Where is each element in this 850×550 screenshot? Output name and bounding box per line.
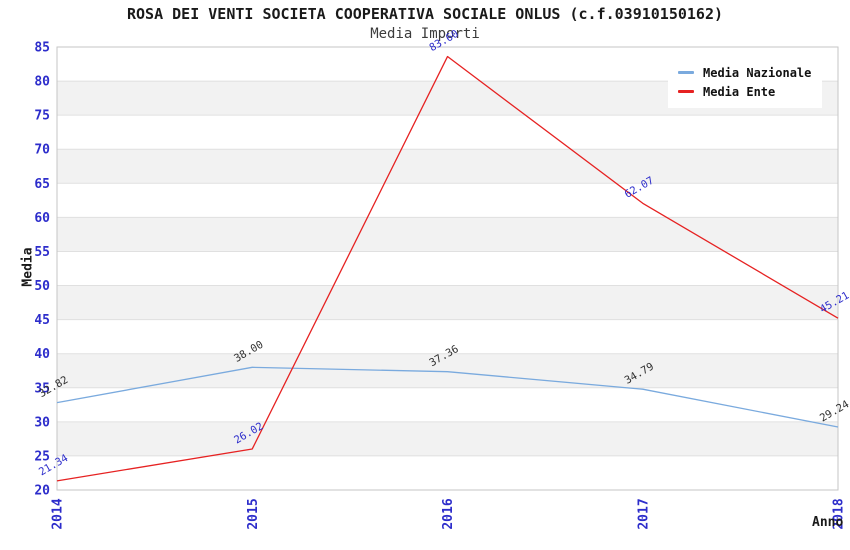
legend-item-media-ente: Media Ente <box>678 82 811 101</box>
data-label-media-ente: 83.60 <box>427 28 460 54</box>
series-line-media-nazionale <box>56 366 839 428</box>
y-tick-label: 65 <box>34 177 50 192</box>
y-tick-label: 20 <box>34 484 50 499</box>
x-tick-label: 2015 <box>246 498 261 529</box>
y-tick-label: 80 <box>34 75 50 90</box>
legend: Media Nazionale Media Ente <box>668 56 823 108</box>
x-tick-label: 2016 <box>441 498 456 529</box>
x-tick-label: 2018 <box>832 498 847 529</box>
plot-band <box>57 217 838 252</box>
x-tick-label: 2017 <box>636 498 651 529</box>
y-tick-label: 75 <box>34 109 50 124</box>
series-line-media-ente <box>56 55 839 482</box>
plot-band <box>57 285 838 320</box>
y-tick-label: 35 <box>34 381 50 396</box>
legend-swatch-media-nazionale <box>678 71 694 74</box>
data-label-media-nazionale: 32.82 <box>37 374 70 400</box>
plot-band <box>57 149 838 184</box>
x-tick-label: 2014 <box>51 498 66 529</box>
y-tick-label: 25 <box>34 449 50 464</box>
legend-item-media-nazionale: Media Nazionale <box>678 63 811 82</box>
data-label-media-nazionale: 29.24 <box>818 398 850 424</box>
y-tick-label: 40 <box>34 347 50 362</box>
chart-title: ROSA DEI VENTI SOCIETA COOPERATIVA SOCIA… <box>126 5 724 23</box>
legend-label: Media Ente <box>703 84 776 99</box>
y-tick-label: 30 <box>34 415 50 430</box>
plot-band <box>57 353 838 388</box>
y-tick-label: 45 <box>34 313 50 328</box>
y-tick-label: 50 <box>34 279 50 294</box>
plot-band <box>57 421 838 456</box>
x-axis-title: Anno <box>812 515 844 530</box>
legend-label: Media Nazionale <box>703 65 812 80</box>
y-tick-label: 70 <box>34 143 50 158</box>
y-tick-label: 60 <box>34 211 50 226</box>
chart-subtitle: Media Importi <box>370 26 480 42</box>
legend-swatch-media-ente <box>678 90 694 93</box>
y-tick-label: 85 <box>34 41 50 56</box>
y-tick-label: 55 <box>34 245 50 260</box>
plot-border <box>56 46 839 491</box>
